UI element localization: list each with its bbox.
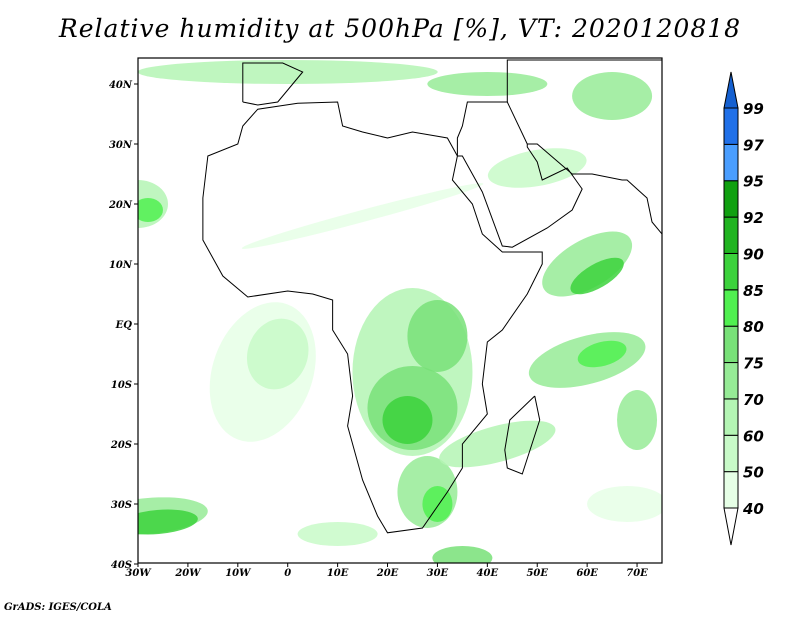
- humidity-area: [382, 396, 433, 444]
- humidity-area: [427, 72, 548, 96]
- lon-label: 20E: [376, 568, 399, 579]
- humidity-area: [570, 257, 624, 295]
- colorbar-segment: [723, 471, 739, 509]
- humidity-area: [617, 390, 658, 450]
- grads-credit: GrADS: IGES/COLA: [4, 602, 112, 613]
- humidity-area: [587, 486, 662, 522]
- humidity-area: [577, 340, 627, 368]
- colorbar-segment: [723, 398, 739, 436]
- colorbar-label: 75: [743, 355, 764, 373]
- colorbar-segment: [723, 180, 739, 218]
- lon-label: 20W: [174, 568, 202, 579]
- colorbar-label: 92: [743, 209, 764, 227]
- lat-label: EQ: [115, 320, 133, 331]
- humidity-area: [432, 546, 493, 563]
- colorbar-label: 90: [743, 245, 764, 263]
- lon-label: 0: [284, 568, 291, 579]
- humidity-area: [138, 198, 163, 222]
- field-layer: [138, 59, 662, 563]
- lon-label: 30E: [427, 568, 449, 579]
- humidity-area: [439, 420, 556, 468]
- coastline-madagascar: [504, 395, 541, 475]
- lat-label: 40S: [111, 560, 132, 571]
- humidity-area: [246, 318, 309, 390]
- lat-label: 20N: [108, 200, 133, 211]
- lon-label: 30W: [125, 568, 152, 579]
- humidity-area: [407, 300, 468, 372]
- colorbar-segment: [723, 434, 739, 473]
- humidity-area: [487, 148, 587, 188]
- lon-label: 10W: [225, 568, 252, 579]
- lon-label: 70E: [626, 568, 648, 579]
- lat-label: 10N: [109, 260, 133, 271]
- coastline-africa: [202, 101, 543, 534]
- coastline-arabia: [456, 101, 583, 248]
- colorbar-segment: [723, 143, 739, 182]
- humidity-area: [138, 60, 438, 84]
- lon-label: 60E: [576, 568, 598, 579]
- colorbar-segment: [723, 252, 739, 291]
- colorbar-segment: [723, 362, 739, 400]
- humidity-area: [297, 522, 378, 546]
- coastline-asia: [506, 59, 662, 235]
- lat-label: 40N: [109, 80, 133, 91]
- lon-label: 10E: [327, 568, 349, 579]
- colorbar-lower-arrow: [723, 507, 739, 546]
- map-title: Relative humidity at 500hPa [%], VT: 202…: [58, 14, 742, 43]
- lat-label: 20S: [110, 440, 132, 451]
- colorbar-label: 97: [743, 136, 764, 154]
- colorbar-label: 70: [743, 391, 764, 409]
- colorbar-label: 85: [743, 282, 764, 300]
- colorbar-label: 99: [743, 100, 764, 118]
- colorbar-segment: [723, 107, 739, 145]
- colorbar-segment: [723, 289, 739, 327]
- colorbar-label: 40: [742, 500, 764, 518]
- colorbar-label: 80: [743, 318, 764, 336]
- lon-label: 50E: [526, 568, 548, 579]
- humidity-area: [572, 72, 653, 120]
- lon-label: 40E: [477, 568, 499, 579]
- colorbar-label: 60: [743, 427, 764, 445]
- colorbar-upper-arrow: [723, 71, 739, 109]
- lat-label: 30N: [109, 140, 133, 151]
- lat-label: 10S: [111, 380, 132, 391]
- colorbar-segment: [723, 216, 739, 254]
- map-frame: [137, 57, 663, 564]
- lat-label: 30S: [111, 500, 132, 511]
- humidity-area: [542, 231, 633, 297]
- humidity-area: [241, 183, 484, 249]
- colorbar-label: 50: [743, 464, 764, 482]
- coastline-iberia: [242, 62, 304, 106]
- colorbar-segment: [723, 325, 739, 364]
- colorbar-label: 95: [743, 173, 764, 191]
